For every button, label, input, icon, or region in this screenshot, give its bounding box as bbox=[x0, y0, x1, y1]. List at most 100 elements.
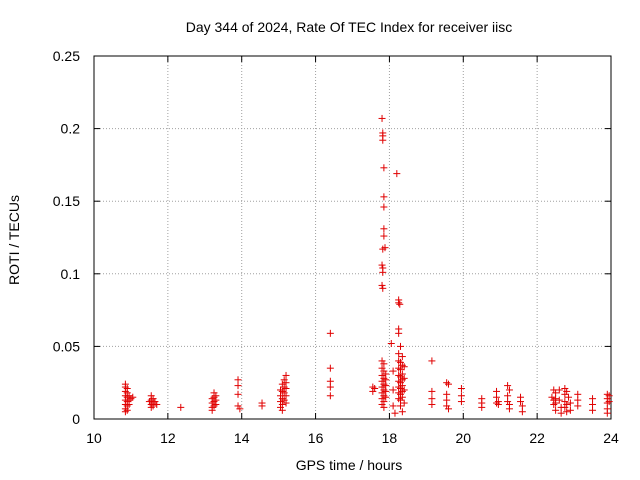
data-point bbox=[398, 393, 406, 401]
data-point bbox=[371, 385, 379, 393]
data-point bbox=[518, 408, 526, 416]
data-point bbox=[443, 379, 451, 387]
data-point bbox=[125, 400, 133, 408]
data-point bbox=[326, 329, 334, 337]
x-tick-label: 16 bbox=[308, 430, 324, 446]
data-point bbox=[380, 232, 388, 240]
y-tick-labels: 0 0.05 0.1 0.15 0.2 0.25 bbox=[53, 48, 80, 427]
data-point bbox=[428, 357, 436, 365]
data-points bbox=[121, 114, 613, 417]
data-point bbox=[400, 386, 408, 394]
x-tick-label: 10 bbox=[86, 430, 102, 446]
data-point bbox=[574, 402, 582, 410]
data-point bbox=[563, 408, 571, 416]
data-point bbox=[517, 398, 525, 406]
data-point bbox=[445, 380, 453, 388]
data-point bbox=[236, 405, 244, 413]
data-point bbox=[380, 193, 388, 201]
x-tick-label: 14 bbox=[234, 430, 250, 446]
y-tick-label: 0.1 bbox=[61, 266, 81, 282]
data-point bbox=[494, 400, 502, 408]
data-point bbox=[504, 382, 512, 390]
data-point bbox=[445, 405, 453, 413]
data-point bbox=[177, 403, 185, 411]
y-tick-label: 0.05 bbox=[53, 338, 80, 354]
data-point bbox=[605, 398, 613, 406]
data-point bbox=[398, 408, 406, 416]
y-tick-label: 0.25 bbox=[53, 48, 80, 64]
data-point bbox=[234, 390, 242, 398]
data-point bbox=[400, 363, 408, 371]
data-point bbox=[378, 261, 386, 269]
data-point bbox=[563, 387, 571, 395]
data-point bbox=[380, 403, 388, 411]
data-point bbox=[397, 342, 405, 350]
axis-ticks bbox=[93, 55, 612, 420]
data-point bbox=[603, 409, 611, 417]
data-point bbox=[282, 399, 290, 407]
data-point bbox=[208, 406, 216, 414]
data-point bbox=[493, 399, 501, 407]
data-point bbox=[589, 406, 597, 414]
data-point bbox=[282, 392, 290, 400]
data-point bbox=[381, 244, 389, 252]
data-point bbox=[380, 225, 388, 233]
data-point bbox=[395, 357, 403, 365]
data-point bbox=[153, 400, 161, 408]
chart-title: Day 344 of 2024, Rate Of TEC Index for r… bbox=[186, 19, 513, 35]
data-point bbox=[557, 409, 565, 417]
data-point bbox=[395, 299, 403, 307]
x-tick-label: 20 bbox=[455, 430, 471, 446]
data-point bbox=[550, 400, 558, 408]
data-point bbox=[382, 393, 390, 401]
data-point bbox=[380, 360, 388, 368]
data-point bbox=[387, 339, 395, 347]
data-point bbox=[552, 406, 560, 414]
data-point bbox=[380, 164, 388, 172]
data-point bbox=[378, 114, 386, 122]
data-point bbox=[457, 398, 465, 406]
data-point bbox=[212, 400, 220, 408]
y-tick-label: 0 bbox=[72, 411, 80, 427]
data-point bbox=[389, 367, 397, 375]
x-tick-label: 24 bbox=[603, 430, 619, 446]
x-tick-labels: 10 12 14 16 18 20 22 24 bbox=[86, 430, 619, 446]
x-tick-label: 22 bbox=[529, 430, 545, 446]
data-point bbox=[398, 353, 406, 361]
x-tick-label: 12 bbox=[160, 430, 176, 446]
grid bbox=[94, 56, 611, 419]
y-tick-label: 0.15 bbox=[53, 193, 80, 209]
data-point bbox=[397, 366, 405, 374]
data-point bbox=[565, 393, 573, 401]
data-point bbox=[380, 203, 388, 211]
data-point bbox=[258, 402, 266, 410]
data-point bbox=[555, 386, 563, 394]
data-point bbox=[395, 395, 403, 403]
y-axis-label: ROTI / TECUs bbox=[6, 195, 22, 285]
data-point bbox=[400, 374, 408, 382]
data-point bbox=[326, 364, 334, 372]
data-point bbox=[563, 400, 571, 408]
data-point bbox=[234, 382, 242, 390]
y-tick-label: 0.2 bbox=[61, 121, 81, 137]
data-point bbox=[478, 403, 486, 411]
data-point bbox=[505, 405, 513, 413]
data-point bbox=[282, 371, 290, 379]
x-axis-label: GPS time / hours bbox=[296, 457, 403, 473]
data-point bbox=[123, 406, 131, 414]
plot-frame bbox=[93, 55, 612, 420]
data-point bbox=[278, 406, 286, 414]
data-point bbox=[428, 387, 436, 395]
data-point bbox=[566, 399, 574, 407]
data-point bbox=[378, 281, 386, 289]
data-point bbox=[552, 399, 560, 407]
data-point bbox=[400, 399, 408, 407]
data-point bbox=[395, 329, 403, 337]
data-point bbox=[389, 402, 397, 410]
data-point bbox=[566, 406, 574, 414]
data-point bbox=[379, 284, 387, 292]
data-point bbox=[457, 385, 465, 393]
data-point bbox=[129, 393, 137, 401]
data-point bbox=[395, 350, 403, 358]
